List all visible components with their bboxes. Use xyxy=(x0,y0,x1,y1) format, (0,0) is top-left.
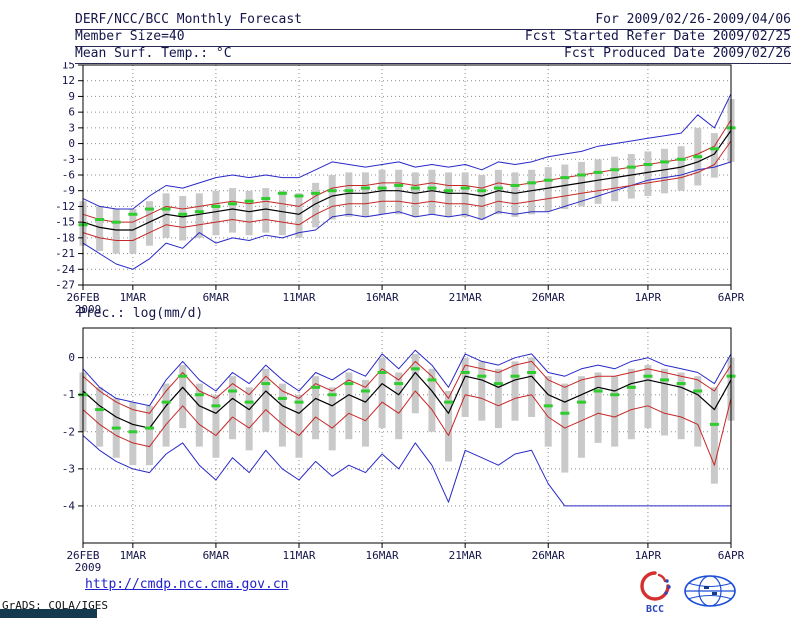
svg-text:11MAR: 11MAR xyxy=(282,549,315,562)
series-ensemble-max xyxy=(82,93,732,210)
svg-text:16MAR: 16MAR xyxy=(366,549,399,562)
footer-link[interactable]: http://cmdp.ncc.cma.gov.cn xyxy=(85,577,289,592)
svg-text:21MAR: 21MAR xyxy=(449,291,482,304)
series-ensemble-max xyxy=(82,349,732,407)
bottom-left-dark-bar xyxy=(0,609,97,618)
svg-text:9: 9 xyxy=(68,90,75,103)
svg-text:26MAR: 26MAR xyxy=(532,291,565,304)
series-median-markers xyxy=(78,126,736,227)
svg-text:-21: -21 xyxy=(55,247,75,260)
member-size-label: Member Size=40 xyxy=(75,29,185,44)
svg-text:1MAR: 1MAR xyxy=(120,549,147,562)
fcst-started-label: Fcst Started Refer Date 2009/02/25 xyxy=(524,29,791,44)
svg-text:1MAR: 1MAR xyxy=(120,291,147,304)
series-plus-sigma xyxy=(82,119,732,223)
svg-text:6: 6 xyxy=(68,106,75,119)
svg-text:2009: 2009 xyxy=(75,561,102,574)
ncc-logo xyxy=(684,575,736,607)
svg-text:-24: -24 xyxy=(55,263,75,276)
series-minus-sigma xyxy=(82,390,732,466)
bcc-logo: BCC xyxy=(640,571,671,614)
bcc-logo-label: BCC xyxy=(646,604,664,614)
svg-text:11MAR: 11MAR xyxy=(282,291,315,304)
svg-text:-6: -6 xyxy=(62,169,75,182)
svg-text:26FEB: 26FEB xyxy=(66,549,99,562)
series-ensemble-mean xyxy=(82,371,732,429)
svg-text:-9: -9 xyxy=(62,184,75,197)
svg-text:-3: -3 xyxy=(62,153,75,166)
gridlines xyxy=(83,65,731,285)
svg-text:-1: -1 xyxy=(62,388,75,401)
svg-text:-3: -3 xyxy=(62,462,75,475)
svg-text:26MAR: 26MAR xyxy=(532,549,565,562)
svg-text:0: 0 xyxy=(68,351,75,364)
svg-text:-4: -4 xyxy=(62,499,76,512)
axis-labels: 15 12 9 6 3 0 -3 -6 -9 -12 -15 -18 -21 -24 -2726FEB200… xyxy=(55,62,744,316)
svg-text:6MAR: 6MAR xyxy=(203,291,230,304)
svg-text:6APR: 6APR xyxy=(718,291,745,304)
svg-text:15: 15 xyxy=(62,62,75,72)
svg-text:1APR: 1APR xyxy=(635,549,662,562)
svg-text:6MAR: 6MAR xyxy=(203,549,230,562)
svg-text:-12: -12 xyxy=(55,200,75,213)
precip-panel-title: Prec.: log(mm/d) xyxy=(78,306,204,321)
temperature-chart: 15 12 9 6 3 0 -3 -6 -9 -12 -15 -18 -21 -24 -2726FEB200… xyxy=(55,62,744,316)
ensemble-spread-bars xyxy=(79,353,735,484)
header-row-2: Member Size=40 Fcst Started Refer Date 2… xyxy=(75,29,791,47)
grads-credit: GrADS: COLA/IGES xyxy=(2,599,108,612)
svg-text:-18: -18 xyxy=(55,231,75,244)
header-row-3: Mean Surf. Temp.: °C Fcst Produced Date … xyxy=(75,46,791,64)
forecast-title: DERF/NCC/BCC Monthly Forecast xyxy=(75,12,302,27)
series-plus-sigma xyxy=(82,360,732,414)
svg-text:0: 0 xyxy=(68,137,75,150)
plot-border xyxy=(82,327,732,544)
series-ensemble-mean xyxy=(82,130,732,231)
svg-text:-2: -2 xyxy=(62,425,75,438)
svg-text:21MAR: 21MAR xyxy=(449,549,482,562)
svg-text:-27: -27 xyxy=(55,279,75,292)
svg-text:6APR: 6APR xyxy=(718,549,745,562)
series-minus-sigma xyxy=(82,140,732,241)
ensemble-spread-bars xyxy=(79,99,735,254)
series-ensemble-min xyxy=(82,435,731,507)
forecast-date-range: For 2009/02/26-2009/04/06 xyxy=(595,12,791,27)
svg-text:26FEB: 26FEB xyxy=(66,291,99,304)
svg-text:-15: -15 xyxy=(55,216,75,229)
series-median-markers xyxy=(78,367,736,434)
svg-text:16MAR: 16MAR xyxy=(366,291,399,304)
header-row-1: DERF/NCC/BCC Monthly Forecast For 2009/0… xyxy=(75,2,791,30)
temp-panel-title: Mean Surf. Temp.: °C xyxy=(75,46,232,61)
svg-text:12: 12 xyxy=(62,74,75,87)
svg-text:3: 3 xyxy=(68,121,75,134)
svg-text:1APR: 1APR xyxy=(635,291,662,304)
svg-text:2009: 2009 xyxy=(75,303,102,316)
fcst-produced-label: Fcst Produced Date 2009/02/26 xyxy=(564,46,791,61)
series-ensemble-min xyxy=(82,161,732,270)
